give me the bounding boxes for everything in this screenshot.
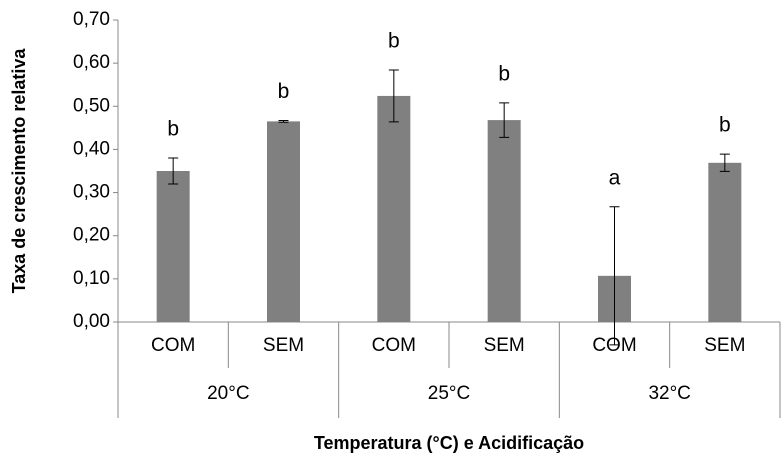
bar	[708, 162, 742, 322]
significance-letter: b	[167, 118, 179, 141]
x-tick-label: COM	[592, 335, 636, 356]
group-label: 25°C	[428, 383, 470, 404]
x-tick-label: SEM	[484, 335, 525, 356]
significance-letter: a	[609, 166, 621, 189]
y-tick-label: 0,30	[73, 182, 110, 203]
bar	[267, 121, 300, 322]
y-tick-label: 0,00	[73, 311, 110, 332]
x-tick-label: SEM	[704, 335, 745, 356]
significance-letter: b	[278, 80, 290, 103]
error-bar	[168, 157, 179, 185]
error-bar	[278, 120, 289, 123]
y-tick-label: 0,40	[73, 138, 110, 159]
bar	[487, 120, 521, 322]
error-bar	[719, 153, 730, 172]
x-axis-title: Temperatura (°C) e Acidificação	[314, 433, 584, 453]
y-tick-label: 0,20	[73, 225, 110, 246]
y-tick-label: 0,50	[73, 95, 110, 116]
y-tick-label: 0,70	[73, 9, 110, 30]
bar	[156, 171, 190, 322]
x-tick-label: SEM	[263, 335, 304, 356]
x-tick-label: COM	[151, 335, 195, 356]
x-tick-label: COM	[372, 335, 416, 356]
error-bar	[609, 206, 620, 346]
significance-letter: b	[388, 30, 400, 53]
significance-letter: b	[498, 62, 510, 85]
error-bar	[388, 69, 399, 123]
error-bar	[499, 102, 510, 138]
y-tick-label: 0,10	[73, 268, 110, 289]
group-label: 20°C	[207, 383, 249, 404]
group-label: 32°C	[648, 383, 690, 404]
y-axis-title: Taxa de crescimento relativa	[9, 48, 29, 294]
significance-letter: b	[719, 114, 731, 137]
bar	[377, 95, 411, 322]
y-tick-label: 0,60	[73, 52, 110, 73]
